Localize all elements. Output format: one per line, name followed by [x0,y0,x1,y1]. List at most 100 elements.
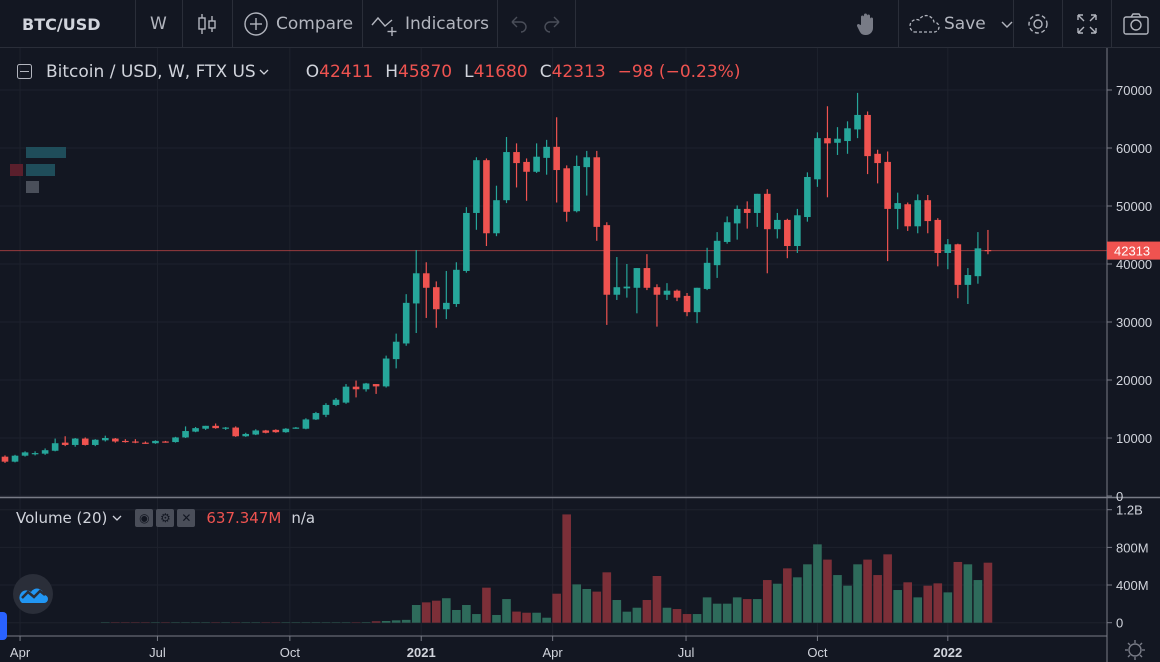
collapse-icon[interactable] [16,63,34,81]
volume-bar [873,575,882,623]
candle-body [713,240,721,266]
volume-bar [893,590,902,623]
candle [272,429,280,433]
candle-body [242,433,250,437]
candle-body [182,431,189,438]
candle [342,384,350,404]
side-panel-toggle[interactable] [0,612,7,640]
volume-bar [722,603,732,623]
volume-title[interactable]: Volume (20) [16,509,108,527]
candle [533,143,540,173]
candle [332,397,340,407]
candle [884,151,891,262]
volume-value: 637.347M [206,509,282,527]
candle-body [21,452,29,456]
chart-settings-gear-icon[interactable] [1125,640,1145,660]
volume-bar [492,614,501,623]
candle [443,270,450,320]
time-tick-label: Oct [807,645,828,660]
indicators-icon [371,16,397,36]
series-title[interactable]: Bitcoin / USD, W, FTX US [46,62,256,82]
candle [81,437,89,446]
chart-type-button[interactable] [197,0,217,48]
candle-body [142,442,149,444]
candle-body [854,114,861,130]
fullscreen-button[interactable] [1075,0,1099,48]
volume-bar [642,600,652,623]
volume-bar [903,582,912,623]
close-icon[interactable]: ✕ [177,509,196,527]
volume-bar [682,614,692,623]
candle-body [282,428,290,433]
close-value: 42313 [551,62,606,82]
candle [613,257,621,300]
candle-body [91,439,99,445]
chevron-down-icon[interactable] [111,513,123,523]
candle-body [723,222,731,242]
tradingview-logo[interactable] [13,574,53,614]
save-button[interactable]: Save [908,0,1014,48]
candle [61,436,69,447]
high-value: 45870 [398,62,453,82]
time-axis[interactable]: Apr Jul Oct 2021 Apr Jul Oct 2022 [10,636,962,660]
candle [282,428,290,433]
candle-body [473,160,480,213]
candle-body [272,429,280,433]
candle [934,218,942,267]
candle [242,432,250,437]
candle [573,155,581,213]
candle-body [102,438,109,441]
volume-bar [542,617,551,623]
interval-button[interactable]: W [150,0,167,48]
redo-button[interactable] [543,0,563,48]
candle [91,439,99,447]
volume-bar [672,609,682,623]
pan-hand-button[interactable] [855,0,879,48]
gear-icon [1028,14,1048,34]
time-tick-label: 2022 [933,645,962,660]
change-value: −98 (−0.23%) [617,62,741,82]
open-value: 42411 [319,62,374,82]
candle-body [392,341,400,360]
candle [182,426,189,438]
visibility-eye-icon[interactable]: ◉ [135,509,154,527]
compare-button[interactable]: Compare [243,0,353,48]
indicators-button[interactable]: Indicators [370,0,489,48]
volume-bar [442,598,451,623]
candle [834,127,841,155]
candle [11,454,19,463]
candle-body [814,138,821,180]
volume-axis[interactable]: 1.2B 800M 400M 0 [1107,503,1149,631]
volume-bar [552,593,561,623]
candle [513,143,520,188]
candle [583,150,591,196]
settings-button[interactable] [1024,0,1052,48]
volume-bar [732,597,742,623]
snapshot-button[interactable] [1122,0,1150,48]
candle-body [533,156,540,172]
volume-bar [381,621,391,623]
candle-body [31,453,39,455]
candle-body [914,200,922,227]
candle-body [443,302,450,310]
undo-button[interactable] [508,0,528,48]
volume-bar [752,599,762,623]
symbol-search-button[interactable]: BTC/USD [22,0,101,48]
time-tick-label: Jul [678,645,695,660]
candle [112,438,119,443]
price-axis[interactable]: 70000 60000 50000 40000 30000 20000 10000 0 [1107,83,1152,504]
candles-icon [198,14,216,34]
time-tick-label: Oct [280,645,301,660]
candle-body [673,290,681,298]
candle-body [733,208,741,224]
gear-icon[interactable]: ⚙ [156,509,175,527]
candle [804,172,811,222]
candle-body [463,212,470,271]
time-tick-label: Apr [10,645,31,660]
volume-bar [411,604,421,623]
volume-bar [462,604,471,623]
candle [382,355,390,388]
volume-bar [502,599,511,623]
chevron-down-icon[interactable] [258,67,270,77]
